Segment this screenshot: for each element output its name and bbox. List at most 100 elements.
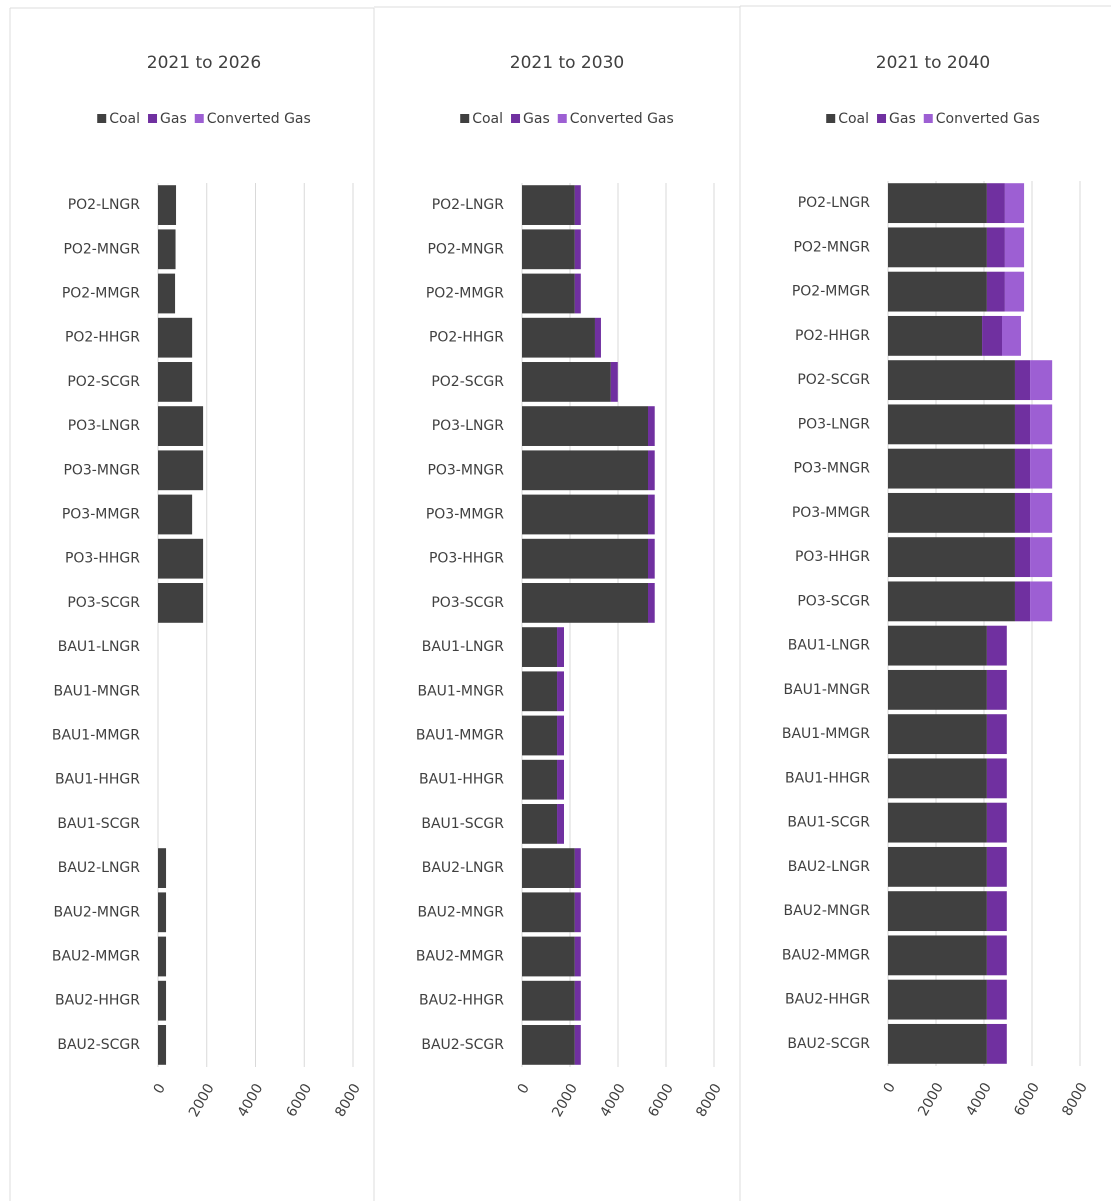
bar-segment	[522, 715, 558, 756]
bar-segment	[594, 317, 601, 358]
bar-segment	[888, 1023, 987, 1064]
bar-segment	[522, 362, 611, 402]
y-tick-label: BAU2-HHGR	[55, 993, 140, 1009]
y-tick-label: PO3-MNGR	[793, 461, 870, 477]
bar-segment	[522, 980, 575, 1021]
bar-segment	[888, 935, 987, 976]
legend: Coal Gas Converted Gas	[97, 111, 311, 127]
bar-segment	[574, 1025, 581, 1065]
legend-label: Gas	[889, 111, 916, 127]
bar-segment	[648, 538, 655, 579]
bar-segment	[522, 229, 575, 270]
y-tick-label: BAU1-HHGR	[785, 770, 870, 786]
y-tick-label: BAU1-MMGR	[416, 728, 504, 744]
y-tick-label: PO2-MMGR	[62, 286, 140, 302]
bar-segment	[888, 891, 987, 932]
y-tick-label: BAU1-LNGR	[788, 638, 871, 654]
bar-segment	[986, 1023, 1007, 1064]
bar-segment	[557, 671, 564, 712]
legend-swatch	[826, 114, 836, 123]
bar-segment	[522, 185, 575, 225]
chart-title: 2021 to 2030	[510, 53, 624, 73]
y-tick-label: BAU1-SCGR	[57, 816, 140, 832]
bar-segment	[158, 848, 167, 888]
bar-segment	[1014, 492, 1031, 533]
bar-segment	[522, 759, 558, 800]
y-tick-label: BAU2-SCGR	[57, 1037, 140, 1053]
y-tick-label: BAU2-LNGR	[422, 860, 505, 876]
y-tick-label: BAU1-LNGR	[422, 639, 505, 655]
y-tick-label: PO3-LNGR	[68, 418, 141, 434]
y-tick-label: PO2-LNGR	[68, 197, 141, 213]
legend-swatch	[460, 114, 470, 123]
bar-segment	[888, 846, 987, 887]
bar-segment	[986, 935, 1007, 976]
bar-segment	[648, 583, 655, 623]
bar-segment	[158, 936, 167, 977]
bar-segment	[1014, 360, 1031, 401]
bar-segment	[158, 406, 204, 446]
bar-segment	[1002, 315, 1021, 356]
y-tick-label: BAU1-HHGR	[55, 772, 140, 788]
y-tick-label: BAU2-MMGR	[52, 949, 140, 965]
y-tick-label: BAU2-MNGR	[783, 903, 870, 919]
bar-segment	[522, 892, 575, 933]
bar-segment	[1014, 581, 1031, 622]
chart-title: 2021 to 2026	[147, 53, 261, 73]
bar-segment	[1014, 537, 1031, 578]
bar-segment	[557, 627, 564, 667]
bar-segment	[986, 183, 1005, 224]
bar-segment	[574, 980, 581, 1021]
legend-swatch	[511, 114, 521, 123]
bar-segment	[1014, 448, 1031, 489]
bar-segment	[158, 494, 193, 535]
y-tick-label: BAU1-MMGR	[52, 728, 140, 744]
bar-segment	[158, 273, 176, 314]
y-tick-label: PO3-MMGR	[426, 507, 504, 523]
y-tick-label: BAU2-LNGR	[58, 860, 141, 876]
bar-segment	[888, 360, 1015, 401]
bar-segment	[1030, 537, 1053, 578]
legend-label: Coal	[472, 111, 503, 127]
y-tick-label: BAU2-MNGR	[417, 904, 504, 920]
bar-segment	[986, 846, 1007, 887]
y-tick-label: BAU2-HHGR	[785, 992, 870, 1008]
legend-swatch	[877, 114, 887, 123]
y-tick-label: PO2-HHGR	[65, 330, 140, 346]
bar-segment	[522, 583, 648, 623]
bar-segment	[574, 848, 581, 888]
y-tick-label: PO3-LNGR	[432, 418, 505, 434]
y-tick-label: PO3-HHGR	[795, 549, 870, 565]
bar-segment	[1030, 360, 1053, 401]
bar-segment	[888, 448, 1015, 489]
y-tick-label: BAU2-SCGR	[787, 1036, 870, 1052]
bar-segment	[522, 627, 558, 667]
chart-title: 2021 to 2040	[876, 53, 990, 73]
y-tick-label: PO2-MNGR	[793, 239, 870, 255]
bar-segment	[648, 450, 655, 491]
bar-segment	[888, 227, 987, 268]
legend-label: Converted Gas	[570, 111, 674, 127]
legend-swatch	[148, 114, 158, 123]
bar-segment	[888, 537, 1015, 578]
bar-segment	[557, 804, 564, 844]
bar-segment	[158, 317, 193, 358]
legend-swatch	[557, 114, 567, 123]
bar-segment	[888, 183, 987, 224]
bar-segment	[574, 936, 581, 977]
y-tick-label: PO2-LNGR	[798, 195, 871, 211]
bar-segment	[158, 362, 193, 402]
bar-segment	[1004, 271, 1025, 312]
y-tick-label: PO3-SCGR	[431, 595, 504, 611]
bar-segment	[158, 450, 204, 491]
bar-segment	[888, 315, 983, 356]
bar-segment	[982, 315, 1002, 356]
bar-segment	[888, 714, 987, 755]
bar-segment	[158, 538, 204, 579]
bar-segment	[1030, 404, 1053, 445]
bar-segment	[888, 492, 1015, 533]
y-tick-label: BAU2-MMGR	[782, 947, 870, 963]
bar-segment	[986, 227, 1005, 268]
bar-segment	[1004, 227, 1025, 268]
